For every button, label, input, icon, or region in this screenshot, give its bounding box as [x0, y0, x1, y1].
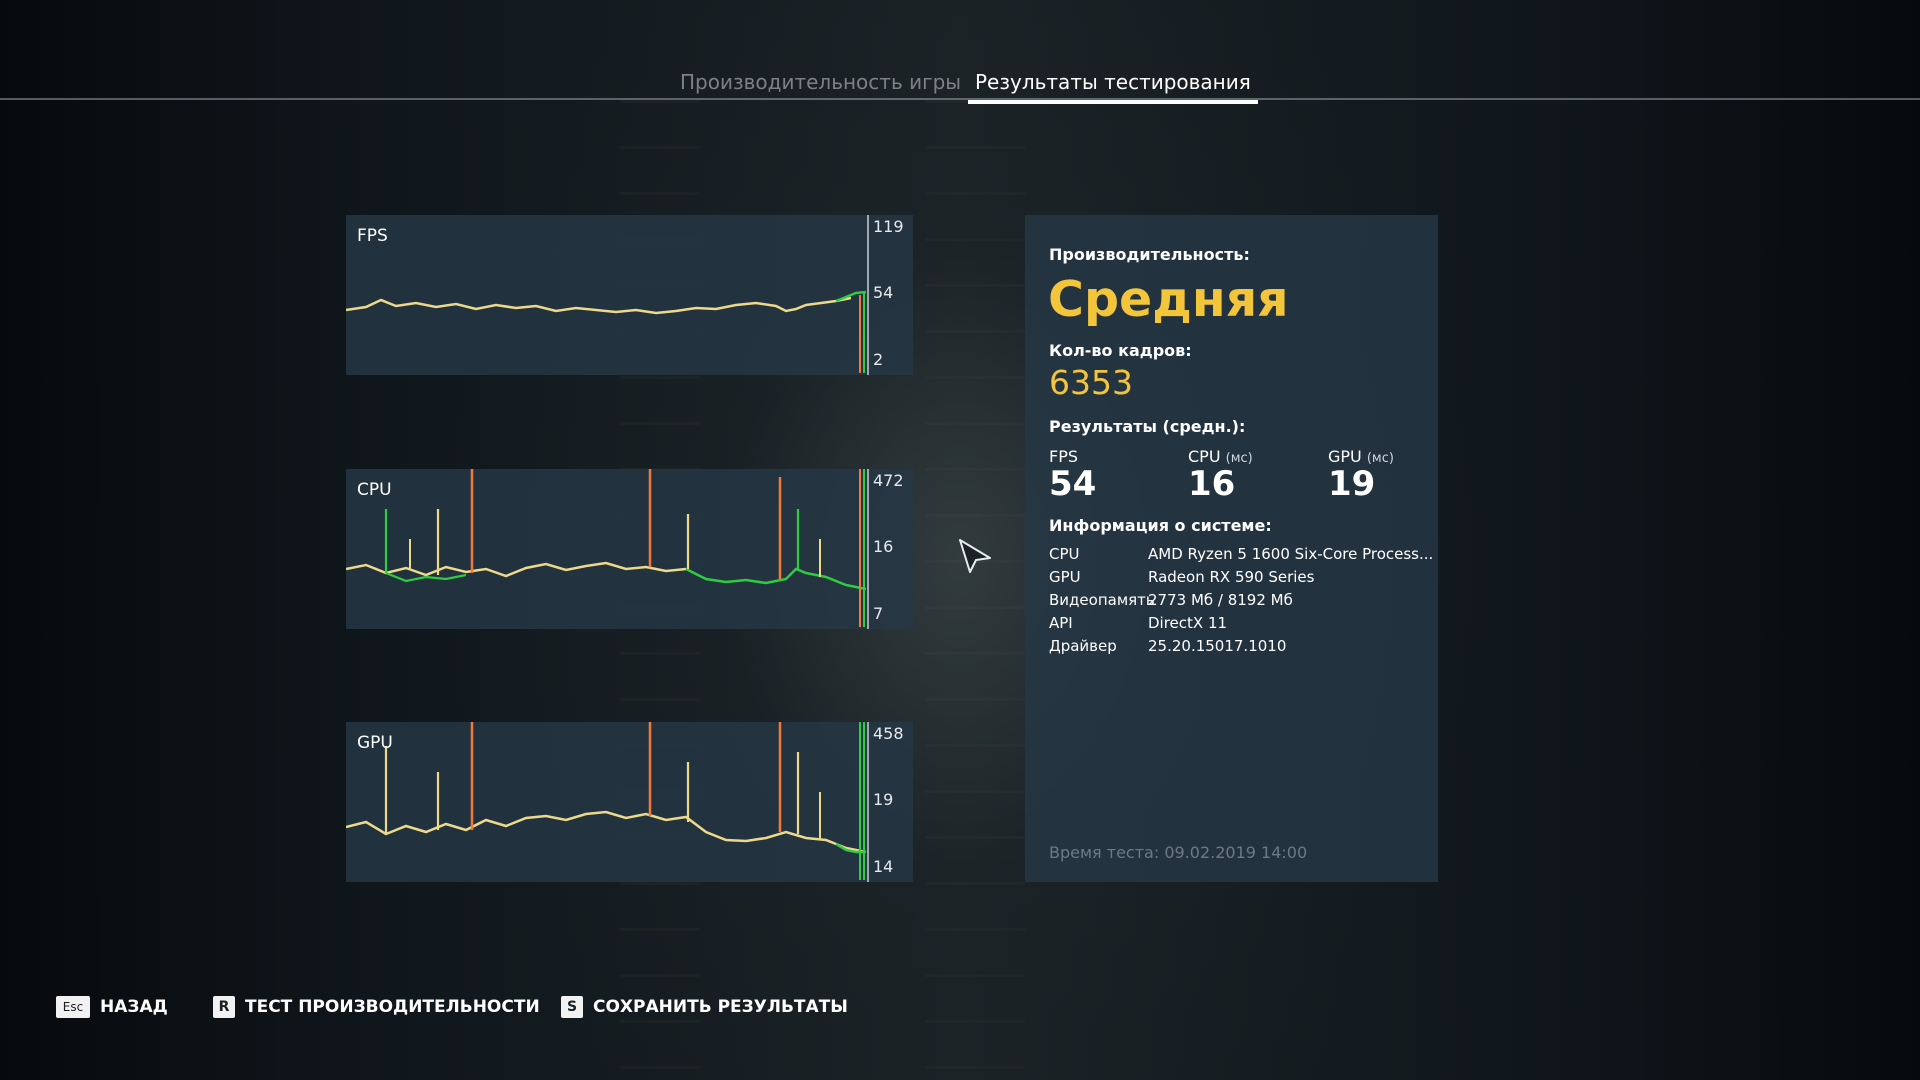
frames-label: Кол-во кадров: — [1049, 341, 1192, 360]
gpu-line — [346, 810, 867, 854]
system-key-cpu: CPU — [1049, 545, 1080, 563]
tick-avg: 19 — [873, 790, 894, 809]
fps-chart-panel: FPS 119 54 2 — [346, 215, 913, 375]
gpu-chart-panel: GPU 458 19 14 — [346, 722, 913, 882]
back-label: НАЗАД — [100, 997, 168, 1017]
gpu-graph — [346, 722, 869, 882]
tick-min: 2 — [873, 350, 884, 369]
tick-avg: 16 — [873, 537, 894, 556]
stat-unit: (мс) — [1225, 451, 1253, 466]
fps-line — [346, 296, 852, 315]
test-time: Время теста: 09.02.2019 14:00 — [1049, 843, 1308, 862]
fps-graph — [346, 215, 869, 375]
s-key-icon: S — [561, 996, 583, 1018]
system-value-driver: 25.20.15017.1010 — [1148, 637, 1287, 655]
stat-gpu-label: GPU (мс) — [1328, 447, 1394, 466]
tab-divider — [0, 98, 1920, 100]
performance-label: Производительность: — [1049, 245, 1250, 264]
system-key-api: API — [1049, 614, 1073, 632]
fps-line-high — [835, 290, 867, 303]
stat-fps-label: FPS — [1049, 447, 1078, 466]
esc-key-icon: Esc — [56, 996, 90, 1018]
tick-max: 458 — [873, 724, 904, 743]
averages-label: Результаты (средн.): — [1049, 417, 1246, 436]
mouse-cursor-icon — [959, 539, 991, 573]
stat-name: FPS — [1049, 447, 1079, 466]
system-key-driver: Драйвер — [1049, 637, 1117, 655]
r-key-icon: R — [213, 996, 235, 1018]
system-info-label: Информация о системе: — [1049, 516, 1272, 535]
tab-bar: Производительность игры Результаты тести… — [0, 66, 1920, 104]
results-info-panel: Производительность: Средняя Кол-во кадро… — [1025, 215, 1438, 882]
stat-gpu-value: 19 — [1328, 464, 1376, 504]
stat-name: GPU — [1328, 447, 1362, 466]
tab-label: Результаты тестирования — [975, 70, 1251, 94]
cpu-line-low — [385, 571, 467, 583]
active-tab-indicator — [968, 100, 1258, 104]
tick-max: 472 — [873, 471, 904, 490]
chart-title: GPU — [357, 733, 393, 753]
performance-value: Средняя — [1048, 271, 1289, 328]
performance-test-label: ТЕСТ ПРОИЗВОДИТЕЛЬНОСТИ — [245, 997, 540, 1017]
background-decoration — [925, 100, 1025, 1080]
stat-cpu-label: CPU (мс) — [1188, 447, 1253, 466]
system-key-gpu: GPU — [1049, 568, 1081, 586]
stat-name: CPU — [1188, 447, 1221, 466]
stat-fps-value: 54 — [1049, 464, 1097, 504]
tab-label: Производительность игры — [680, 70, 962, 94]
system-value-gpu: Radeon RX 590 Series — [1148, 568, 1315, 586]
system-key-vram: Видеопамять — [1049, 591, 1155, 609]
tick-avg: 54 — [873, 283, 894, 302]
cpu-chart-panel: CPU 472 16 7 — [346, 469, 913, 629]
save-results-label: СОХРАНИТЬ РЕЗУЛЬТАТЫ — [593, 997, 848, 1017]
chart-title: FPS — [357, 226, 388, 246]
tick-min: 14 — [873, 857, 894, 876]
stat-cpu-value: 16 — [1188, 464, 1236, 504]
cpu-graph — [346, 469, 869, 629]
cpu-line-low — [685, 567, 867, 591]
system-value-cpu: AMD Ryzen 5 1600 Six-Core Process... — [1148, 545, 1434, 563]
system-value-vram: 2773 Мб / 8192 Мб — [1148, 591, 1293, 609]
save-results-button[interactable]: S СОХРАНИТЬ РЕЗУЛЬТАТЫ — [561, 995, 848, 1019]
tick-max: 119 — [873, 217, 904, 236]
frames-value: 6353 — [1049, 363, 1133, 402]
system-value-api: DirectX 11 — [1148, 614, 1228, 632]
chart-title: CPU — [357, 480, 392, 500]
stat-unit: (мс) — [1366, 451, 1394, 466]
cpu-line — [346, 561, 687, 578]
performance-test-button[interactable]: R ТЕСТ ПРОИЗВОДИТЕЛЬНОСТИ — [213, 995, 540, 1019]
back-button[interactable]: Esc НАЗАД — [56, 995, 168, 1019]
tab-game-performance[interactable]: Производительность игры — [680, 70, 961, 94]
tab-test-results[interactable]: Результаты тестирования — [968, 70, 1258, 104]
tick-min: 7 — [873, 604, 884, 623]
